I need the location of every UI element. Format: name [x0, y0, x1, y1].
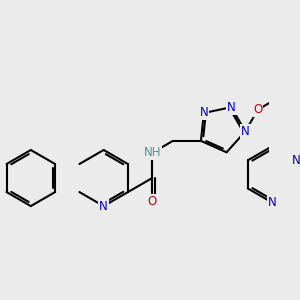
Text: N: N — [200, 106, 208, 119]
Text: O: O — [253, 103, 262, 116]
Text: O: O — [148, 195, 157, 208]
Text: N: N — [99, 200, 108, 213]
Text: NH: NH — [143, 146, 161, 159]
Text: N: N — [268, 196, 276, 209]
Text: N: N — [241, 125, 250, 138]
Text: N: N — [292, 154, 300, 167]
Text: N: N — [227, 101, 236, 114]
